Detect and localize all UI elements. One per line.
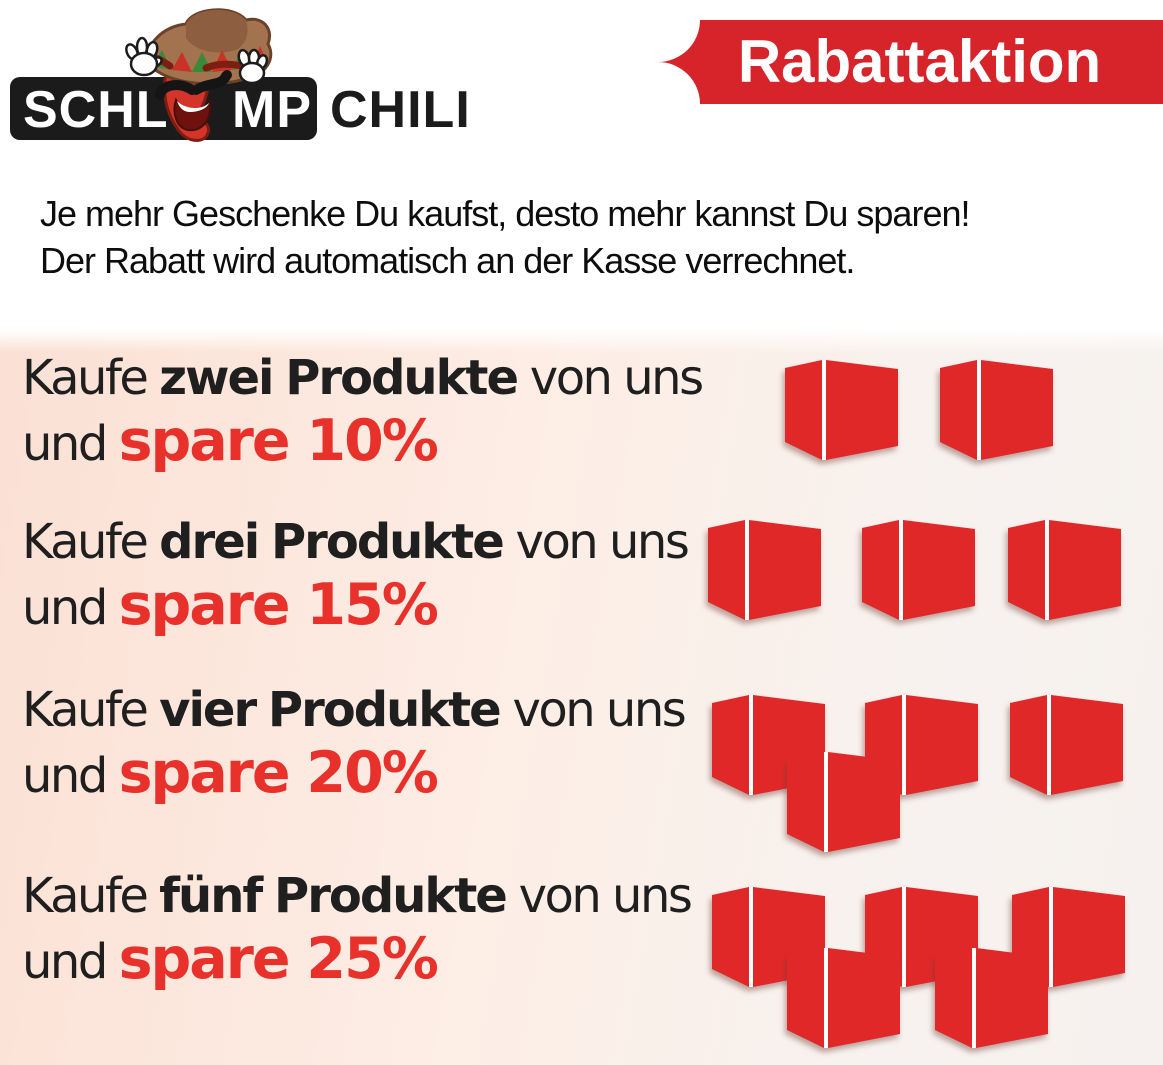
gift-box-cluster-1 bbox=[700, 355, 1140, 535]
offer-line-2: und spare 10% bbox=[22, 408, 692, 477]
intro-text: Je mehr Geschenke Du kaufst, desto mehr … bbox=[40, 190, 1150, 284]
banner-title: Rabattaktion bbox=[737, 28, 1102, 95]
offer-discount: spare 15% bbox=[118, 572, 439, 638]
offer-discount: spare 25% bbox=[118, 926, 439, 992]
gift-box-icon bbox=[787, 752, 900, 852]
offer-percent: 10% bbox=[306, 408, 438, 474]
offer-conjunction: und bbox=[22, 416, 108, 472]
gift-box-icon bbox=[708, 520, 821, 620]
offer-row-4-text: Kaufe fünf Produkte von uns und spare 25… bbox=[22, 866, 693, 995]
offer-discount: spare 20% bbox=[118, 740, 439, 806]
offer-line-1: Kaufe vier Produkte von uns bbox=[22, 680, 692, 740]
gift-box-icon bbox=[1010, 695, 1123, 795]
offer-line-2: und spare 25% bbox=[22, 926, 692, 995]
offer-quantity: zwei bbox=[159, 350, 274, 406]
offer-percent: 20% bbox=[306, 740, 438, 806]
offer-row-1-text: Kaufe zwei Produkte von uns und spare 10… bbox=[22, 348, 704, 477]
offer-line-2: und spare 15% bbox=[22, 572, 692, 641]
offer-line-1: Kaufe zwei Produkte von uns bbox=[22, 348, 704, 408]
offer-prefix: Kaufe bbox=[22, 868, 149, 924]
offer-product: Produkte bbox=[274, 868, 508, 924]
gift-box-icon bbox=[1008, 520, 1121, 620]
panel-top-fade bbox=[0, 330, 1163, 352]
gift-box-icon bbox=[785, 360, 898, 460]
offer-conjunction: und bbox=[22, 934, 108, 990]
offer-product: Produkte bbox=[267, 682, 502, 738]
ribbon-notch-icon bbox=[616, 62, 700, 146]
offer-prefix: Kaufe bbox=[22, 682, 149, 738]
chili-mascot-icon bbox=[125, 8, 273, 142]
offer-conjunction: und bbox=[22, 580, 108, 636]
intro-line-1: Je mehr Geschenke Du kaufst, desto mehr … bbox=[40, 193, 970, 234]
offer-product: Produkte bbox=[285, 350, 519, 406]
gift-box-cluster-2 bbox=[700, 515, 1140, 695]
gift-box-cluster-3 bbox=[700, 685, 1140, 865]
offer-line-2: und spare 20% bbox=[22, 740, 692, 809]
offer-quantity: drei bbox=[159, 514, 260, 570]
offer-prefix: Kaufe bbox=[22, 350, 149, 406]
gift-box-icon bbox=[862, 520, 975, 620]
offer-row-2-text: Kaufe drei Produkte von uns und spare 15… bbox=[22, 512, 692, 641]
offer-suffix: von uns bbox=[529, 350, 704, 406]
offer-suffix: von uns bbox=[518, 868, 693, 924]
offer-percent: 25% bbox=[306, 926, 438, 992]
offer-conjunction: und bbox=[22, 748, 108, 804]
offer-action: spare bbox=[118, 740, 291, 806]
gift-box-icon bbox=[787, 948, 900, 1048]
gift-box-icon bbox=[935, 948, 1048, 1048]
discount-banner: Rabattaktion bbox=[616, 0, 1163, 146]
offer-action: spare bbox=[118, 572, 291, 638]
offer-line-1: Kaufe fünf Produkte von uns bbox=[22, 866, 693, 926]
logo-text-chili: CHILI bbox=[330, 81, 471, 139]
ribbon-notch-icon bbox=[616, 0, 700, 62]
offer-suffix: von uns bbox=[512, 682, 686, 738]
offer-action: spare bbox=[118, 408, 291, 474]
offer-quantity: fünf bbox=[159, 868, 263, 924]
gift-box-cluster-4 bbox=[700, 880, 1140, 1060]
offer-percent: 15% bbox=[306, 572, 438, 638]
logo-text-mp: MP bbox=[232, 81, 312, 139]
offer-suffix: von uns bbox=[515, 514, 690, 570]
offer-line-1: Kaufe drei Produkte von uns bbox=[22, 512, 692, 572]
offer-quantity: vier bbox=[159, 682, 257, 738]
offer-row-3-text: Kaufe vier Produkte von uns und spare 20… bbox=[22, 680, 692, 809]
offer-discount: spare 10% bbox=[118, 408, 439, 474]
offer-prefix: Kaufe bbox=[22, 514, 149, 570]
offer-action: spare bbox=[118, 926, 291, 992]
intro-line-2: Der Rabatt wird automatisch an der Kasse… bbox=[40, 240, 855, 281]
gift-box-icon bbox=[940, 360, 1053, 460]
offer-product: Produkte bbox=[270, 514, 505, 570]
logo-text-schl: SCHL bbox=[23, 81, 169, 139]
